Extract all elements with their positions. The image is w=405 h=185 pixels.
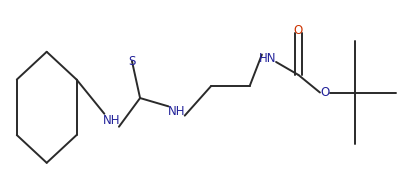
- Text: NH: NH: [167, 105, 185, 117]
- Text: O: O: [293, 24, 302, 37]
- Text: HN: HN: [258, 52, 276, 65]
- Text: S: S: [128, 55, 135, 68]
- Text: O: O: [320, 86, 328, 99]
- Text: NH: NH: [102, 114, 120, 127]
